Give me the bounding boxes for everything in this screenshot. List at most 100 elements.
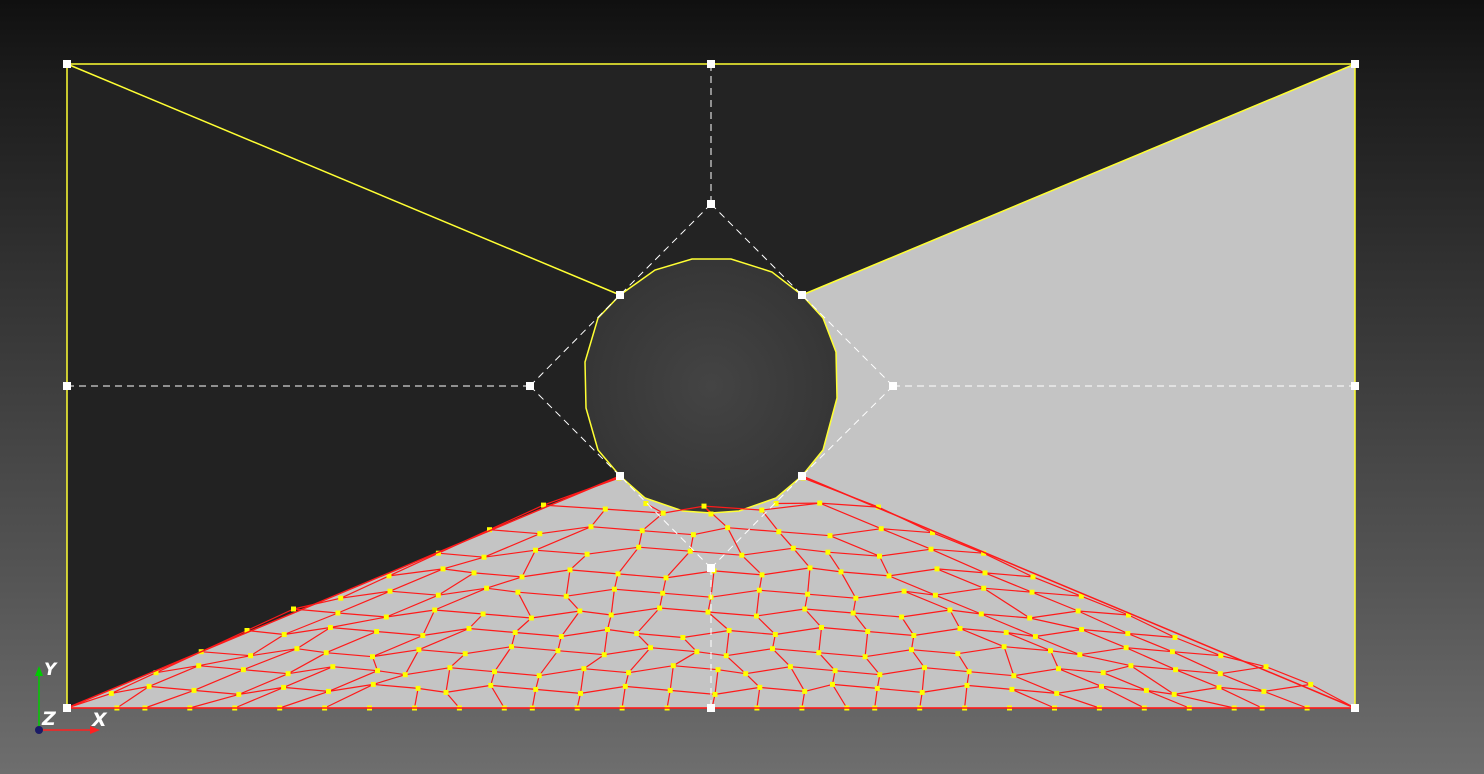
mesh-edge [340,575,390,599]
mesh-edge [1101,685,1145,709]
mesh-edge [772,648,791,668]
mesh-node [739,552,745,558]
vertex[interactable] [616,291,624,299]
mesh-edge [874,688,878,709]
mesh-edge [404,649,420,675]
surface-mesh[interactable] [64,475,1358,711]
mesh-edge [445,667,451,693]
mesh-edge [483,533,541,558]
mesh-node [577,608,583,614]
vertex[interactable] [889,382,897,390]
mesh-edge [1125,647,1176,671]
mesh-edge [772,648,819,654]
edge-diagonal-bottom-right[interactable] [801,475,1356,709]
mesh-edge [1005,631,1051,652]
mesh-edge [901,609,950,618]
mesh-edge [727,527,779,533]
mesh-node [712,691,718,697]
mesh-edge [296,648,327,654]
mesh-edge [663,505,705,514]
mesh-node [281,684,287,690]
vertex[interactable] [616,472,624,480]
mesh-edge [613,573,619,590]
mesh-edge [957,646,1005,655]
mesh-node [558,634,564,639]
mesh-edge [543,504,606,510]
vertex[interactable] [798,472,806,480]
edge-diagonal-top-left[interactable] [66,63,621,296]
mesh-edge [665,570,715,579]
mesh-edge [888,575,936,596]
mesh-edge [778,531,794,549]
mesh-edge [807,567,811,595]
mesh-node [1123,645,1129,651]
vertex[interactable] [707,200,715,208]
mesh-edge [442,568,475,574]
mesh-node [622,683,628,689]
vertex[interactable] [1351,60,1359,68]
mesh-edge [932,532,984,554]
mesh-edge [1174,693,1235,709]
mesh-node [773,501,779,506]
mesh-edge [330,626,377,633]
mesh-node [1001,644,1007,650]
mesh-edge [819,502,879,508]
vertex[interactable] [526,382,534,390]
mesh-edge [604,647,651,656]
vertex[interactable] [707,60,715,68]
vertex[interactable] [1351,382,1359,390]
mesh-node [639,528,645,534]
mesh-edge [531,610,580,619]
vertex[interactable] [707,704,715,712]
mesh-edge [935,587,984,596]
mesh-edge [921,667,926,693]
mesh-edge [250,633,285,657]
mesh-node [947,607,953,613]
mesh-node [1030,574,1036,580]
vertices[interactable] [63,60,1359,712]
vertex[interactable] [798,291,806,299]
vertex[interactable] [1351,704,1359,712]
mesh-edge [389,590,439,596]
mesh-edge [981,613,1030,619]
mesh-node [759,572,765,578]
mesh-edge [1218,686,1264,692]
mesh-edge [1126,647,1173,653]
mesh-node [588,524,594,530]
mesh-node [563,593,569,599]
mesh-node [1075,608,1081,614]
mesh-edge [376,630,423,637]
mesh-node [1009,686,1015,692]
mesh-node [375,668,380,674]
vertex[interactable] [63,704,71,712]
mesh-edge [801,691,806,709]
mesh-edge [1174,636,1222,657]
vertex[interactable] [707,564,715,572]
vertex[interactable] [63,60,71,68]
face-top[interactable] [67,64,1355,295]
mesh-node [1077,652,1083,658]
vertex[interactable] [63,382,71,390]
mesh-edge [818,652,836,672]
mesh-node [248,653,254,659]
edge-diagonal-top-right[interactable] [801,63,1356,296]
mesh-node [327,625,333,630]
mesh-edge [521,549,537,578]
edge-diagonal-bottom-left[interactable] [66,475,621,709]
mesh-node [1125,631,1131,636]
mesh-edge [579,668,585,694]
mesh-node [899,614,905,620]
mesh-edge [489,504,544,531]
mesh-edge [569,569,619,575]
mesh-edge [741,554,763,576]
mesh-edge [580,685,626,694]
mesh-node [1169,649,1175,655]
mesh-edge [636,607,661,634]
mesh-edge [703,505,762,511]
mesh-edge [793,547,828,553]
mesh-node [528,615,534,621]
mesh-edge [483,613,532,619]
mesh-node [1048,648,1053,654]
mesh-node [1056,666,1061,672]
